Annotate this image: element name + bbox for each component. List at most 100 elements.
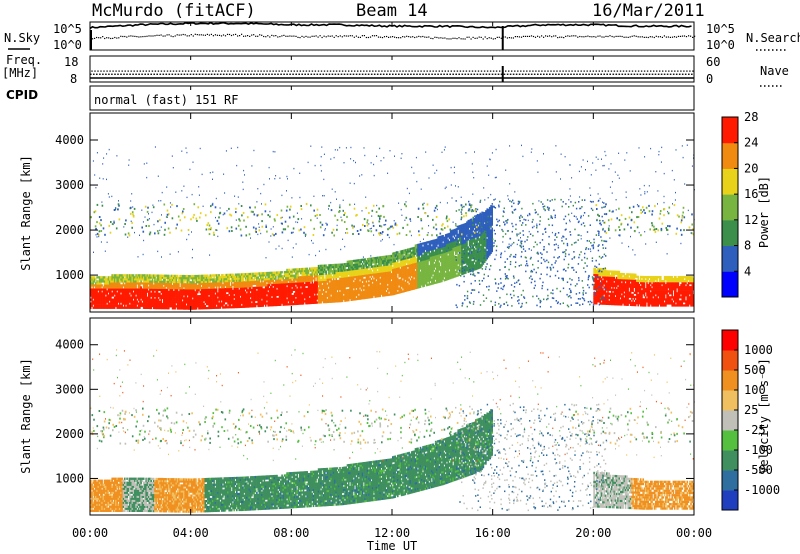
- power-cell: [238, 281, 241, 284]
- power-cell: [241, 287, 243, 290]
- power-cell: [314, 283, 316, 286]
- power-cell: [237, 299, 239, 303]
- power-cell: [122, 290, 125, 293]
- power-cell: [195, 279, 198, 282]
- freq-point: [491, 73, 494, 75]
- power-cell: [157, 276, 160, 279]
- power-cell: [228, 304, 230, 307]
- power-cell: [248, 285, 251, 288]
- power-cell: [203, 296, 205, 300]
- power-cell: [191, 283, 194, 286]
- nave-point: [486, 70, 489, 72]
- power-cell: [118, 300, 121, 303]
- power-cell: [258, 278, 261, 281]
- power-cell: [256, 286, 258, 289]
- power-cell: [331, 282, 334, 285]
- power-cell: [348, 280, 350, 284]
- power-cell: [115, 294, 117, 297]
- nave-point: [408, 70, 410, 72]
- power-cell: [273, 301, 276, 305]
- power-cell: [191, 301, 194, 304]
- power-cell: [159, 304, 161, 308]
- power-cell: [344, 283, 346, 286]
- power-cell: [248, 299, 251, 302]
- power-cell: [159, 294, 161, 298]
- power-cell: [163, 276, 165, 279]
- power-cell: [90, 288, 92, 291]
- power-cell: [112, 294, 115, 297]
- power-cell: [251, 280, 253, 284]
- freq-point: [195, 73, 198, 75]
- power-cell: [242, 277, 244, 280]
- power-cell: [106, 292, 108, 295]
- power-cell: [370, 269, 373, 272]
- nave-point: [544, 70, 546, 72]
- power-cell: [349, 278, 351, 281]
- power-cell: [166, 274, 169, 277]
- power-cell: [230, 293, 233, 297]
- power-cell: [358, 265, 360, 268]
- power-cell: [115, 296, 117, 299]
- power-cell: [332, 272, 335, 275]
- power-cell: [95, 286, 97, 289]
- power-cell: [112, 290, 115, 293]
- power-cell: [161, 274, 164, 277]
- power-cell: [278, 303, 281, 306]
- power-cell: [127, 292, 130, 295]
- power-cell: [364, 278, 366, 281]
- nsearch-point: [243, 35, 245, 37]
- power-cell: [330, 298, 332, 301]
- power-cell: [185, 287, 188, 290]
- freq-point: [126, 73, 128, 75]
- nsearch-point: [422, 35, 424, 38]
- power-cell: [198, 284, 200, 288]
- power-cell: [326, 292, 329, 295]
- nave-point: [112, 70, 114, 72]
- power-cell: [230, 273, 233, 276]
- nave-point: [646, 70, 649, 72]
- power-cell: [242, 283, 244, 286]
- power-cell: [149, 278, 151, 281]
- power-cell: [324, 264, 326, 267]
- power-cell: [283, 281, 286, 284]
- power-cell: [227, 281, 229, 285]
- power-cell: [214, 282, 217, 285]
- power-cell: [129, 274, 131, 277]
- power-cell: [241, 273, 243, 276]
- power-cell: [285, 287, 287, 290]
- power-cell: [248, 289, 251, 292]
- power-cell: [273, 293, 276, 297]
- nsky-label: N.Sky: [4, 31, 40, 45]
- power-cell: [366, 272, 369, 275]
- power-cell: [366, 262, 369, 265]
- power-cell: [325, 266, 327, 269]
- power-cell: [174, 293, 176, 296]
- power-cell: [288, 297, 291, 300]
- power-cell: [272, 291, 275, 295]
- power-cell: [103, 298, 106, 301]
- power-cell: [122, 282, 125, 285]
- power-cell: [346, 280, 349, 284]
- power-cell: [232, 275, 234, 278]
- power-cell: [307, 279, 310, 282]
- power-cell: [237, 293, 239, 296]
- power-cell: [364, 288, 366, 291]
- nsearch-point: [593, 36, 595, 38]
- power-cell: [151, 282, 154, 285]
- nsearch-point: [168, 34, 170, 36]
- power-cell: [266, 292, 268, 295]
- power-cell: [249, 293, 252, 296]
- power-cell: [213, 288, 215, 291]
- freq-point: [645, 73, 648, 75]
- power-cell: [272, 281, 275, 284]
- power-cell: [332, 298, 335, 301]
- nsearch-point: [522, 35, 525, 37]
- power-cell: [152, 280, 155, 283]
- freq-point: [458, 73, 460, 75]
- power-cell: [154, 302, 156, 306]
- power-cell: [142, 300, 145, 303]
- power-cell: [310, 291, 312, 294]
- power-cell: [145, 280, 147, 283]
- power-cell: [248, 276, 251, 280]
- power-cell: [360, 281, 363, 284]
